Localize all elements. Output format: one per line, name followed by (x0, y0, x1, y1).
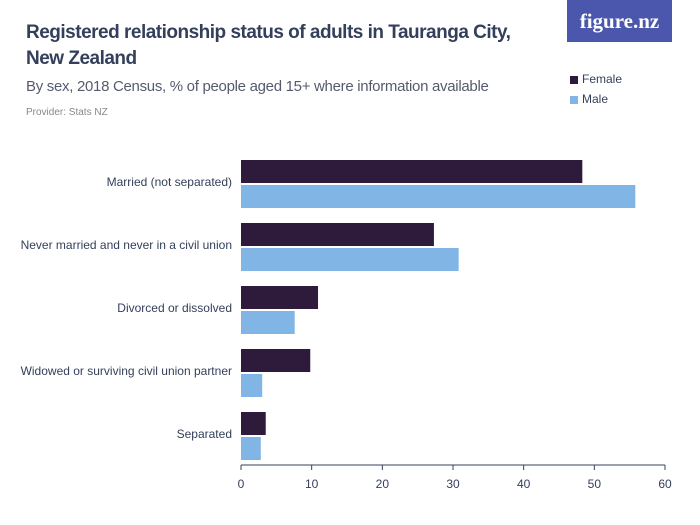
x-tick-label: 40 (517, 477, 531, 491)
provider: Provider: Stats NZ (26, 107, 108, 118)
legend-label: Male (582, 92, 608, 106)
x-tick-label: 50 (588, 477, 602, 491)
bar (241, 185, 636, 208)
x-tick-label: 20 (376, 477, 390, 491)
bar (241, 311, 295, 334)
bar (241, 160, 583, 183)
bar (241, 248, 459, 271)
chart-title: Registered relationship status of adults… (26, 22, 511, 69)
y-tick-label: Married (not separated) (107, 175, 232, 189)
logo[interactable]: figure.nz (567, 0, 672, 42)
y-tick-label: Widowed or surviving civil union partner (21, 364, 232, 378)
chart-subtitle: By sex, 2018 Census, % of people aged 15… (26, 78, 489, 95)
y-tick-label: Never married and never in a civil union (21, 238, 232, 252)
legend-swatch (570, 96, 578, 104)
bar (241, 437, 261, 460)
bar (241, 412, 266, 435)
bar (241, 349, 311, 372)
bar (241, 374, 263, 397)
x-tick-label: 30 (446, 477, 460, 491)
x-tick-label: 60 (658, 477, 672, 491)
legend-label: Female (582, 72, 622, 86)
bar (241, 223, 434, 246)
x-tick-label: 0 (238, 477, 245, 491)
y-tick-label: Separated (177, 427, 232, 441)
bar (241, 286, 319, 309)
y-tick-label: Divorced or dissolved (117, 301, 232, 315)
legend-swatch (570, 76, 578, 84)
x-tick-label: 10 (305, 477, 319, 491)
